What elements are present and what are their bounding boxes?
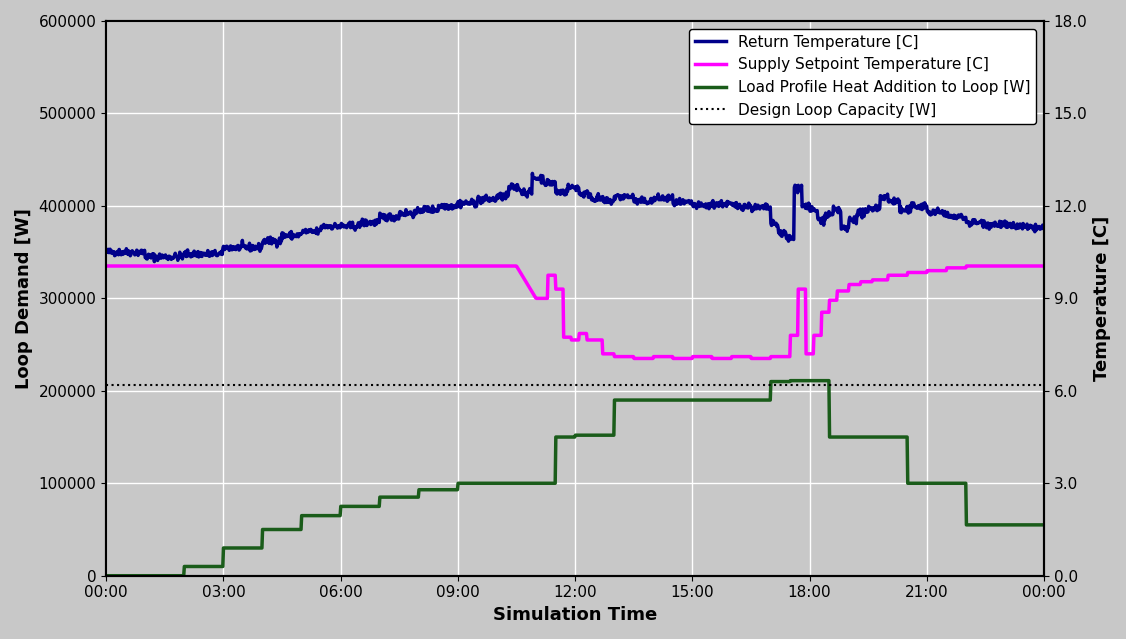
Load Profile Heat Addition to Loop [W] bbox=[285, 526, 298, 534]
Supply Setpoint Temperature [C] bbox=[927, 267, 940, 275]
Load Profile Heat Addition to Loop [W] bbox=[843, 433, 857, 441]
Load Profile Heat Addition to Loop [W] bbox=[99, 572, 113, 580]
Supply Setpoint Temperature [C] bbox=[99, 262, 113, 270]
Line: Supply Setpoint Temperature [C]: Supply Setpoint Temperature [C] bbox=[106, 266, 1044, 358]
Line: Return Temperature [C]: Return Temperature [C] bbox=[106, 173, 1044, 261]
Y-axis label: Loop Demand [W]: Loop Demand [W] bbox=[15, 208, 33, 389]
Supply Setpoint Temperature [C] bbox=[285, 262, 298, 270]
Return Temperature [C] bbox=[722, 198, 735, 206]
Return Temperature [C] bbox=[99, 247, 113, 255]
Supply Setpoint Temperature [C] bbox=[843, 281, 857, 288]
Return Temperature [C] bbox=[286, 232, 300, 240]
Load Profile Heat Addition to Loop [W] bbox=[413, 486, 427, 493]
Supply Setpoint Temperature [C] bbox=[413, 262, 427, 270]
Design Loop Capacity [W] bbox=[138, 381, 152, 389]
Line: Load Profile Heat Addition to Loop [W]: Load Profile Heat Addition to Loop [W] bbox=[106, 381, 1044, 576]
Supply Setpoint Temperature [C] bbox=[627, 355, 641, 362]
Return Temperature [C] bbox=[413, 209, 427, 217]
Load Profile Heat Addition to Loop [W] bbox=[1037, 521, 1051, 528]
Return Temperature [C] bbox=[844, 216, 858, 224]
Return Temperature [C] bbox=[148, 258, 161, 265]
Return Temperature [C] bbox=[1037, 223, 1051, 231]
Design Loop Capacity [W] bbox=[99, 381, 113, 389]
Legend: Return Temperature [C], Supply Setpoint Temperature [C], Load Profile Heat Addit: Return Temperature [C], Supply Setpoint … bbox=[689, 29, 1036, 124]
Load Profile Heat Addition to Loop [W] bbox=[927, 479, 940, 487]
Y-axis label: Temperature [C]: Temperature [C] bbox=[1093, 216, 1111, 381]
Supply Setpoint Temperature [C] bbox=[721, 355, 734, 362]
Supply Setpoint Temperature [C] bbox=[307, 262, 321, 270]
Supply Setpoint Temperature [C] bbox=[1037, 262, 1051, 270]
Load Profile Heat Addition to Loop [W] bbox=[307, 512, 321, 520]
Return Temperature [C] bbox=[309, 227, 322, 235]
Load Profile Heat Addition to Loop [W] bbox=[784, 377, 797, 385]
Return Temperature [C] bbox=[526, 169, 539, 177]
Return Temperature [C] bbox=[927, 206, 940, 214]
X-axis label: Simulation Time: Simulation Time bbox=[493, 606, 658, 624]
Load Profile Heat Addition to Loop [W] bbox=[721, 396, 734, 404]
